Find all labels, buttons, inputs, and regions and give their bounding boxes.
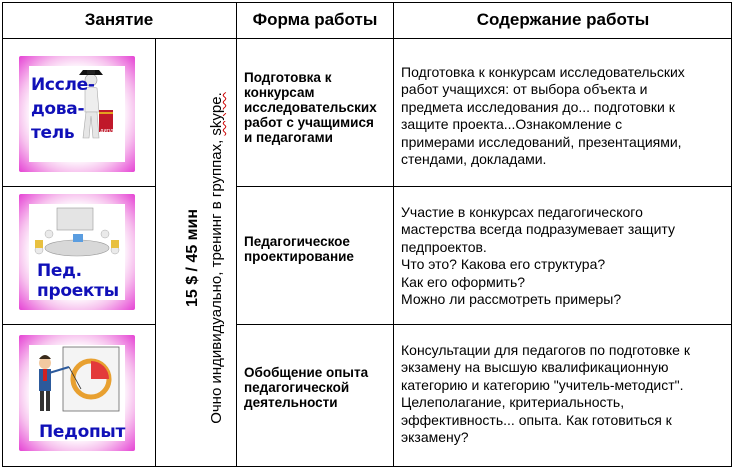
card-researcher-line1: Иссле- [31,75,95,95]
header-work-content: Содержание работы [476,10,650,29]
price-label: 15 $ / 45 мин [184,208,201,308]
content-row-3-line: категорию и категорию "учитель-методист"… [401,376,684,393]
form-row-1: Подготовка к конкурсам исследовательских… [244,70,377,145]
header-work-form: Форма работы [252,10,378,29]
content-row-1-line: защите проекта...Ознакомление с [401,116,623,133]
content-row-2: Участие в конкурсах педагогического маст… [401,204,675,308]
card-researcher-line2: дова- [31,99,85,119]
card-researcher-line3: тель [31,123,75,143]
card-projects: Пед. проекты [19,194,135,310]
content-row-3: Консультации для педагогов по подготовке… [401,342,690,446]
form-row-1-line: исследовательских [244,100,377,115]
table-border-bottom [2,466,732,467]
table-border-row1 [2,186,155,187]
content-row-2-line: мастерства всегда подразумевает защиту [401,221,675,238]
format-skype: skype. [208,92,225,136]
table-border-left [2,2,3,467]
table-border-row1b [236,186,732,187]
form-row-3-line: деятельности [244,395,338,410]
graduate-figure-icon [79,70,113,139]
form-row-3-line: Обобщение опыта [244,365,369,380]
table-border-row2b [236,324,732,325]
form-row-3: Обобщение опыта педагогической деятельно… [244,365,368,410]
card-projects-inner: Пед. проекты [29,204,125,300]
content-row-3-line: Консультации для педагогов по подготовке… [401,342,690,358]
header-lesson: Занятие [84,10,154,29]
table-border-col1 [236,2,237,467]
format-label: Очно индивидуально, тренинг в группах, s… [205,92,229,424]
card-projects-line2: проекты [37,281,119,301]
form-row-2: Педагогическое проектирование [244,234,354,264]
card-researcher-inner: Иссле- дова- тель диплом [29,66,125,162]
card-projects-line1: Пед. [37,261,82,281]
card-experience-inner: Педопыт [29,345,125,441]
meeting-table-icon [34,207,120,257]
content-row-3-line: экзамену? [401,429,469,446]
form-row-2-line: проектирование [244,249,354,264]
form-row-1-line: и педагогами [244,130,333,145]
form-row-1-line: работ с учащимися [244,115,374,130]
card-researcher: Иссле- дова- тель диплом [19,56,135,172]
table-border-row2 [2,324,155,325]
form-row-1-line: Подготовка к [244,70,332,85]
content-row-2-line: Что это? Какова его структура? [401,256,606,273]
form-row-1-line: конкурсам [244,85,315,100]
content-row-2-line: педпроектов. [401,238,487,255]
content-row-2-line: Как его оформить? [401,273,526,290]
content-row-1-line: Подготовка к конкурсам исследовательских [401,64,685,80]
table-border-right [731,2,732,467]
content-row-3-line: Целеполагание, критериальность, [401,394,625,411]
content-row-1-line: предмета исследования до... подготовки к [401,98,675,115]
content-row-2-line: Можно ли рассмотреть примеры? [401,291,622,308]
content-row-1-line: примерами исследований, презентациями, [401,133,682,150]
form-row-2-line: Педагогическое [244,234,350,249]
content-row-3-line: экзамену на высшую квалификационную [401,359,669,376]
card-experience: Педопыт [19,335,135,451]
form-row-3-line: педагогической [244,380,350,395]
content-row-2-line: Участие в конкурсах педагогического [401,204,643,220]
content-row-1-line: работ учащихся: от выбора объекта и [401,81,648,98]
card-researcher-sign: диплом [100,128,121,134]
card-experience-line1: Педопыт [39,422,126,442]
content-row-1-line: стендами, докладами. [401,151,547,168]
content-row-3-line: эффективность... опыта. Как готовиться к [401,411,672,428]
table-border-top [2,2,732,3]
format-text: Очно индивидуально, тренинг в группах, [208,139,225,424]
presenter-chart-icon [39,346,120,412]
table-border-header [2,38,732,39]
table-border-inner-col [155,38,156,467]
table-border-col2 [393,2,394,467]
content-row-1: Подготовка к конкурсам исследовательских… [401,64,685,168]
